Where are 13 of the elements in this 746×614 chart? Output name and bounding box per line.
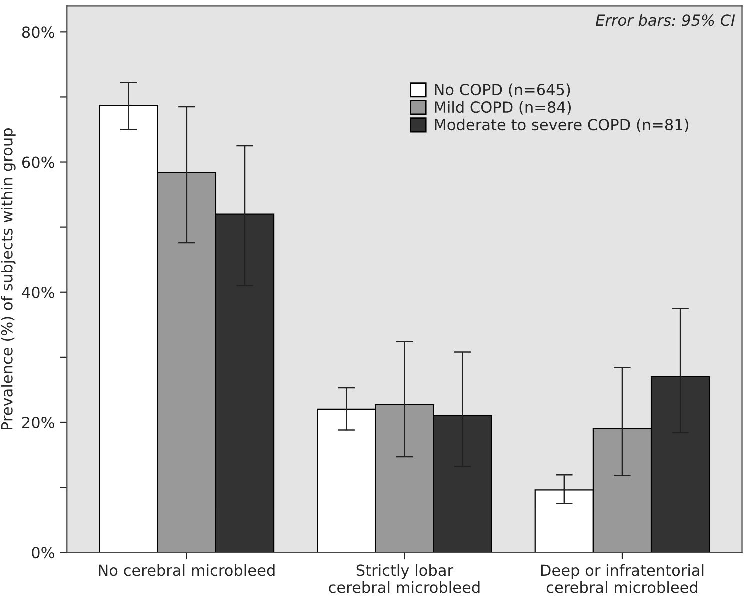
legend-label: Mild COPD (n=84) xyxy=(435,101,572,115)
y-tick-label: 0% xyxy=(32,547,54,559)
y-tick-label: 60% xyxy=(22,156,54,168)
x-tick-label: Strictly lobar cerebral microbleed xyxy=(329,564,480,594)
legend-label: No COPD (n=645) xyxy=(435,84,570,98)
y-tick-label: 20% xyxy=(22,416,54,429)
y-tick-label: 80% xyxy=(22,26,54,38)
x-tick-label: Deep or infratentorial cerebral microbleed xyxy=(541,564,704,594)
y-tick-label: 40% xyxy=(22,286,54,298)
x-tick-label: No cerebral microbleed xyxy=(99,564,275,576)
annotation: Error bars: 95% CI xyxy=(596,14,736,26)
y-axis-title: Prevalence (%) of subjects within group xyxy=(1,128,16,430)
legend-label: Moderate to severe COPD (n=81) xyxy=(435,118,688,132)
